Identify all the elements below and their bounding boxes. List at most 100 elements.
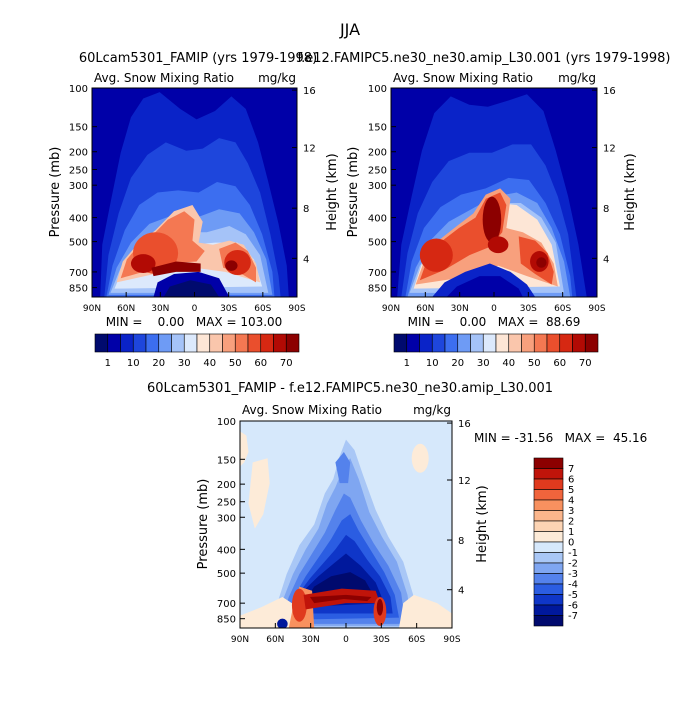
panel-2-contours	[391, 88, 597, 297]
panel-3: 60Lcam5301_FAMIP - f.e12.FAMIPC5.ne30_ne…	[147, 381, 647, 645]
panel-2-colorbar-swatch	[470, 333, 484, 353]
panel-3-colorbar-label: -7	[568, 611, 578, 622]
panel-2-y2tick-label: 16	[603, 86, 616, 97]
panel-1-stats: MIN = 0.00 MAX = 103.00	[106, 315, 283, 329]
panel-1-ylabel: Pressure (mb)	[48, 147, 63, 238]
panel-1-colorbar-label: 10	[127, 358, 140, 369]
panel-1-ytick-label: 200	[69, 148, 88, 159]
panel-1-colorbar-label: 40	[203, 358, 216, 369]
panel-2-colorbar-label: 40	[502, 358, 515, 369]
panel-1-ytick-label: 300	[69, 181, 88, 192]
panel-3-colorbar-swatch	[533, 562, 564, 574]
panel-1-contours	[92, 88, 297, 297]
panel-3-ytick-label: 150	[217, 455, 236, 466]
panel-2-colorbar-label: 10	[426, 358, 439, 369]
panel-3-colorbar-label: 5	[568, 485, 574, 496]
panel-3-colorbar-label: 1	[568, 527, 574, 538]
figure-title: JJA	[339, 20, 360, 39]
panel-3-colorbar-label: 4	[568, 496, 574, 507]
panel-3-ytick-label: 250	[217, 498, 236, 509]
panel-2-contour-field	[391, 88, 597, 297]
panel-1-yticks: 100 150 200 250 300 400 500 700 850	[69, 84, 97, 295]
panel-3-colorbar-swatch	[533, 541, 564, 553]
panel-2-contour	[446, 276, 523, 297]
panel-1-colorbar-label: 70	[280, 358, 293, 369]
panel-3-xtick-label: 60S	[408, 635, 425, 645]
panel-3-ytick-label: 400	[217, 545, 236, 556]
panel-3-colorbar-label: -6	[568, 601, 578, 612]
panel-3-y2tick-label: 12	[458, 476, 471, 487]
panel-3-contour	[376, 599, 384, 616]
panel-2-colorbar-swatch	[559, 333, 573, 353]
panel-1-xtick-label: 0	[192, 304, 198, 314]
panel-3-ytick-label: 200	[217, 480, 236, 491]
panel-3-colorbar-swatch	[533, 489, 564, 501]
panel-2-contour	[487, 236, 509, 254]
panel-2-xtick-label: 30N	[451, 304, 469, 314]
panel-3-colorbar-label: 0	[568, 538, 574, 549]
panel-3-subtitle-left: Avg. Snow Mixing Ratio	[242, 403, 382, 417]
panel-2-colorbar-swatch	[508, 333, 522, 353]
panel-1-contour	[163, 280, 220, 297]
panel-1-y2ticks: 16 12 8 4	[292, 86, 316, 265]
panel-1-y2tick-label: 8	[303, 204, 309, 215]
panel-2-y2label: Height (km)	[623, 153, 638, 230]
panel-1-colorbar-swatch	[234, 333, 249, 353]
panel-3-ytick-label: 100	[217, 417, 236, 428]
panel-2-subtitle-left: Avg. Snow Mixing Ratio	[393, 71, 533, 85]
panel-3-subtitle-right: mg/kg	[413, 403, 451, 417]
panel-1-colorbar-swatch	[209, 333, 223, 353]
panel-2-xtick-label: 60S	[554, 304, 571, 314]
panel-3-contour	[291, 588, 307, 622]
panel-1-xtick-label: 90S	[288, 304, 305, 314]
panel-3-stats: MIN = -31.56 MAX = 45.16	[474, 431, 647, 445]
panel-1-contour	[130, 254, 156, 273]
panel-2-xtick-label: 90N	[382, 304, 400, 314]
panel-2-colorbar-swatch	[533, 333, 548, 353]
panel-2-y2ticks: 16 12 8 4	[592, 86, 616, 265]
panel-3-y2tick-label: 8	[458, 536, 464, 547]
panel-2-contour	[482, 196, 502, 243]
panel-3-colorbar-swatch	[533, 510, 564, 522]
panel-3-colorbar-label: -5	[568, 590, 578, 601]
panel-1-y2tick-label: 16	[303, 86, 316, 97]
panel-2-contour	[536, 257, 547, 268]
panel-2-colorbar-swatch	[495, 333, 510, 353]
panel-1-xtick-label: 30N	[151, 304, 169, 314]
panel-2-colorbar-label: 50	[528, 358, 541, 369]
panel-1-ytick-label: 400	[69, 214, 88, 225]
panel-2-colorbar-swatch	[546, 333, 561, 353]
panel-1-colorbar-label: 1	[105, 358, 111, 369]
panel-2-y2tick-label: 12	[603, 144, 616, 155]
panel-3-y2tick-label: 16	[458, 419, 471, 430]
panel-1-subtitle-left: Avg. Snow Mixing Ratio	[94, 71, 234, 85]
panel-3-xtick-label: 0	[343, 635, 349, 645]
panel-2-colorbar-label: 1	[404, 358, 410, 369]
panel-1-contour-field	[92, 88, 297, 297]
panel-2-colorbar-swatch	[584, 333, 599, 353]
panel-1-ytick-label: 700	[69, 268, 88, 279]
panel-2-xtick-label: 90S	[588, 304, 605, 314]
panel-2-ytick-label: 400	[368, 214, 387, 225]
panel-3-contour	[277, 618, 288, 628]
panel-1-colorbar-swatch	[94, 333, 109, 353]
panel-2-ytick-label: 250	[368, 166, 387, 177]
panel-1-ytick-label: 850	[69, 284, 88, 295]
panel-2-title: f.e12.FAMIPC5.ne30_ne30.amip_L30.001 (yr…	[298, 51, 671, 66]
panel-2-colorbar-label: 30	[477, 358, 490, 369]
panel-3-colorbar-label: 2	[568, 517, 574, 528]
panel-1-colorbar-label: 20	[152, 358, 165, 369]
panel-3-colorbar-swatch	[533, 615, 564, 627]
panel-2-yticks: 100 150 200 250 300 400 500 700 850	[368, 84, 396, 295]
panel-2-subtitle-right: mg/kg	[558, 71, 596, 85]
panel-1-colorbar-swatch	[158, 333, 172, 353]
panel-2-ytick-label: 300	[368, 181, 387, 192]
panel-3-colorbar-label: -4	[568, 580, 578, 591]
panel-2-ytick-label: 100	[368, 84, 387, 95]
panel-3-colorbar-label: -3	[568, 569, 578, 580]
panel-2-ytick-label: 700	[368, 268, 387, 279]
panel-3-y2ticks: 16 12 8 4	[447, 419, 471, 597]
panel-2-stats: MIN = 0.00 MAX = 88.69	[408, 315, 581, 329]
